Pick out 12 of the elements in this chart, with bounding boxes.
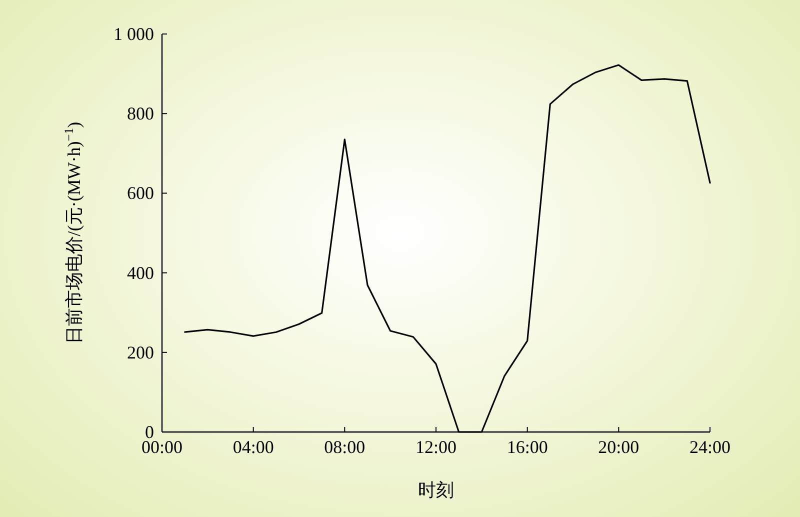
x-tick-label: 24:00 [689,437,731,457]
y-tick-label: 400 [127,262,154,283]
y-tick-label: 600 [127,183,154,204]
x-tick-label: 08:00 [324,437,366,457]
x-tick-label: 20:00 [598,437,640,457]
y-tick-label: 1 000 [114,24,154,44]
x-tick-label: 12:00 [415,437,457,457]
y-tick-label: 800 [127,104,154,124]
x-axis-title: 时刻 [418,480,454,500]
x-tick-label: 04:00 [232,437,274,457]
y-tick-label: 200 [127,342,154,362]
x-tick-label: 16:00 [506,437,548,457]
